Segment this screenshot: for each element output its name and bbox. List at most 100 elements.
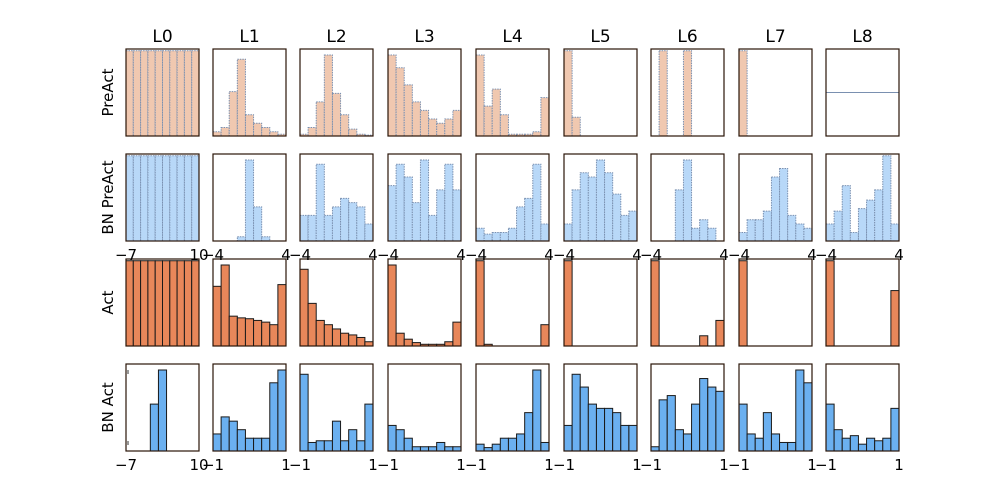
histogram-bar: [825, 403, 835, 452]
histogram-bar: [340, 197, 350, 242]
histogram-bar: [132, 155, 142, 242]
histogram-bar: [444, 341, 454, 347]
histogram-bar: [682, 433, 693, 452]
histogram-bar: [307, 126, 317, 137]
x-tick-min-bn-act: −1: [202, 456, 224, 474]
panel-preact-l6: [650, 48, 725, 137]
x-tick-min-bn-act: −1: [553, 456, 575, 474]
histogram-bar: [269, 324, 279, 347]
histogram-bar: [176, 260, 185, 347]
histogram-bar: [154, 50, 163, 137]
histogram-bar: [356, 336, 366, 347]
histogram-bar: [411, 101, 421, 137]
x-tick-min-bn-preact: −4: [815, 246, 837, 264]
histogram-bar: [387, 185, 397, 242]
x-tick-max-bn-act: 1: [368, 456, 378, 474]
histogram-bar: [331, 206, 342, 242]
column-title-l3: L3: [414, 27, 434, 47]
x-tick-max-bn-act: 1: [894, 456, 904, 474]
row-label-act: Act: [99, 290, 117, 314]
row-label-preact: PreAct: [99, 68, 117, 116]
histogram-bar: [483, 233, 493, 242]
x-tick-max-bn-act: 1: [544, 456, 554, 474]
histogram-bar: [770, 176, 781, 242]
histogram-bar: [707, 386, 717, 452]
histogram-bar: [849, 435, 859, 452]
histogram-bar: [857, 208, 868, 242]
histogram-bar: [666, 395, 676, 452]
x-tick-min-bn-preact: −4: [289, 246, 311, 264]
histogram-bar: [890, 407, 900, 452]
histogram-bar: [176, 50, 185, 137]
column-title-l4: L4: [502, 27, 522, 47]
histogram-bar: [244, 318, 255, 347]
panel-act-l6: [650, 258, 725, 347]
histogram-bar: [825, 223, 835, 242]
histogram-bar: [261, 126, 271, 137]
panel-bn-act-l6: [650, 363, 725, 452]
histogram-bar: [682, 159, 693, 242]
histogram-bar: [866, 199, 876, 242]
x-tick-min-bn-preact: −4: [640, 246, 662, 264]
histogram-bar: [874, 189, 884, 242]
histogram-bar: [269, 382, 279, 452]
panel-frame: [738, 258, 813, 347]
histogram-bar: [803, 382, 813, 452]
histogram-bar: [395, 67, 405, 137]
panel-frame: [125, 258, 200, 347]
histogram-bar: [403, 338, 413, 347]
panel-bn-act-l8: [825, 363, 900, 452]
histogram-bar: [212, 433, 222, 452]
histogram-bar: [236, 317, 246, 347]
x-tick-max-bn-preact: 4: [632, 246, 642, 264]
panel-frame: [387, 363, 462, 452]
histogram-bar: [499, 231, 509, 242]
histogram-bar: [253, 122, 263, 137]
histogram-bar: [140, 50, 149, 137]
panel-frame: [475, 363, 550, 452]
histogram-bar: [628, 424, 638, 452]
x-tick-min-bn-act: −1: [728, 456, 750, 474]
column-title-l2: L2: [326, 27, 346, 47]
histogram-bar: [132, 50, 142, 137]
column-title-l8: L8: [852, 27, 872, 47]
histogram-bar: [795, 223, 805, 242]
column-title-l1: L1: [239, 27, 259, 47]
histogram-bar: [587, 403, 597, 452]
histogram-bar: [563, 223, 573, 242]
histogram-bar: [269, 131, 279, 137]
histogram-bar: [212, 131, 222, 137]
histogram-bar: [253, 206, 263, 242]
histogram-bar: [762, 210, 772, 242]
histogram-bar: [364, 223, 374, 242]
panel-bn-act-l1: [212, 363, 287, 452]
panel-frame: [212, 363, 287, 452]
x-tick-max-bn-act: 1: [807, 456, 817, 474]
histogram-bar: [140, 155, 149, 242]
histogram-bar: [738, 260, 748, 347]
histogram-bar: [595, 407, 606, 452]
histogram-bar: [524, 197, 534, 242]
panel-frame: [825, 48, 900, 137]
histogram-bar: [307, 441, 317, 452]
panel-frame: [738, 48, 813, 137]
x-tick-max-bn-preact: 4: [894, 246, 904, 264]
x-tick-min-bn-preact: −4: [553, 246, 575, 264]
histogram-bar: [244, 114, 255, 137]
histogram-bar: [540, 441, 550, 452]
histogram-bar: [340, 114, 350, 137]
histogram-bar: [125, 260, 134, 347]
histogram-bar: [620, 424, 630, 452]
histogram-bar: [299, 214, 309, 242]
histogram-bar: [315, 101, 325, 137]
panel-act-l4: [475, 258, 550, 347]
panel-act-l2: [299, 258, 374, 347]
histogram-bar: [132, 260, 142, 347]
histogram-bar: [571, 116, 581, 137]
histogram-bar: [315, 163, 325, 242]
histogram-bar: [595, 159, 606, 242]
histogram-bar: [795, 369, 805, 452]
histogram-bar: [563, 260, 573, 347]
histogram-bar: [411, 446, 421, 452]
